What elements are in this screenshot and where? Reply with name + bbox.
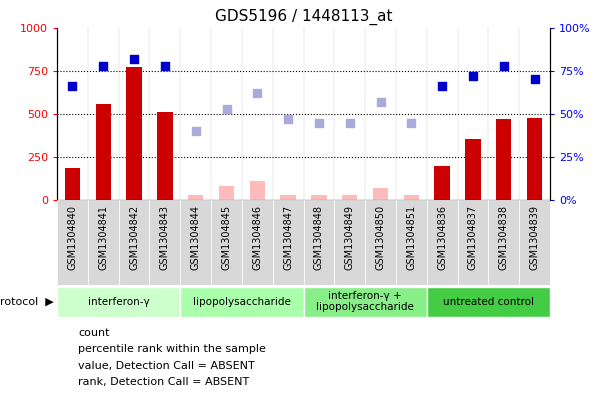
Point: [314, 119, 324, 126]
Bar: [211, 200, 242, 285]
Bar: [342, 195, 358, 200]
Bar: [396, 200, 427, 285]
Bar: [96, 104, 111, 200]
Point: [99, 62, 108, 69]
Bar: [88, 200, 119, 285]
Point: [499, 62, 508, 69]
Bar: [249, 182, 265, 200]
Bar: [242, 200, 273, 285]
Bar: [180, 286, 304, 317]
Text: GSM1304848: GSM1304848: [314, 205, 324, 270]
Bar: [373, 188, 388, 200]
Text: protocol  ▶: protocol ▶: [0, 297, 54, 307]
Bar: [465, 139, 481, 200]
Text: percentile rank within the sample: percentile rank within the sample: [78, 344, 266, 354]
Text: GSM1304849: GSM1304849: [345, 205, 355, 270]
Bar: [311, 195, 326, 200]
Text: rank, Detection Call = ABSENT: rank, Detection Call = ABSENT: [78, 377, 249, 387]
Bar: [150, 200, 180, 285]
Text: GSM1304850: GSM1304850: [376, 205, 385, 270]
Text: interferon-γ: interferon-γ: [88, 297, 150, 307]
Bar: [365, 200, 396, 285]
Bar: [281, 195, 296, 200]
Text: value, Detection Call = ABSENT: value, Detection Call = ABSENT: [78, 361, 255, 371]
Bar: [435, 166, 450, 200]
Bar: [519, 200, 550, 285]
Bar: [219, 186, 234, 200]
Text: count: count: [78, 328, 109, 338]
Bar: [457, 200, 489, 285]
Point: [406, 119, 416, 126]
Bar: [496, 119, 511, 200]
Text: GSM1304840: GSM1304840: [67, 205, 78, 270]
Point: [376, 99, 385, 105]
Text: GSM1304836: GSM1304836: [437, 205, 447, 270]
Point: [438, 83, 447, 90]
Bar: [404, 195, 419, 200]
Point: [68, 83, 78, 90]
Bar: [304, 286, 427, 317]
Text: GSM1304842: GSM1304842: [129, 205, 139, 270]
Text: lipopolysaccharide: lipopolysaccharide: [193, 297, 291, 307]
Text: GSM1304843: GSM1304843: [160, 205, 170, 270]
Bar: [304, 200, 334, 285]
Text: GSM1304845: GSM1304845: [222, 205, 231, 270]
Point: [345, 119, 355, 126]
Bar: [527, 118, 542, 200]
Title: GDS5196 / 1448113_at: GDS5196 / 1448113_at: [215, 9, 392, 25]
Bar: [427, 286, 550, 317]
Point: [129, 55, 139, 62]
Point: [160, 62, 169, 69]
Bar: [489, 200, 519, 285]
Bar: [188, 195, 203, 200]
Text: GSM1304847: GSM1304847: [283, 205, 293, 270]
Bar: [119, 200, 150, 285]
Bar: [157, 112, 172, 200]
Point: [529, 76, 539, 83]
Text: GSM1304841: GSM1304841: [99, 205, 108, 270]
Text: GSM1304837: GSM1304837: [468, 205, 478, 270]
Point: [283, 116, 293, 122]
Bar: [427, 200, 457, 285]
Point: [191, 128, 201, 134]
Bar: [57, 286, 180, 317]
Point: [252, 90, 262, 96]
Bar: [334, 200, 365, 285]
Point: [468, 73, 478, 79]
Text: GSM1304846: GSM1304846: [252, 205, 262, 270]
Text: GSM1304851: GSM1304851: [406, 205, 416, 270]
Point: [222, 106, 231, 112]
Text: GSM1304844: GSM1304844: [191, 205, 201, 270]
Text: GSM1304838: GSM1304838: [499, 205, 508, 270]
Text: interferon-γ +
lipopolysaccharide: interferon-γ + lipopolysaccharide: [316, 291, 414, 312]
Text: GSM1304839: GSM1304839: [529, 205, 540, 270]
Text: untreated control: untreated control: [443, 297, 534, 307]
Bar: [180, 200, 211, 285]
Bar: [65, 167, 80, 200]
Bar: [126, 67, 142, 200]
Bar: [57, 200, 88, 285]
Bar: [273, 200, 304, 285]
